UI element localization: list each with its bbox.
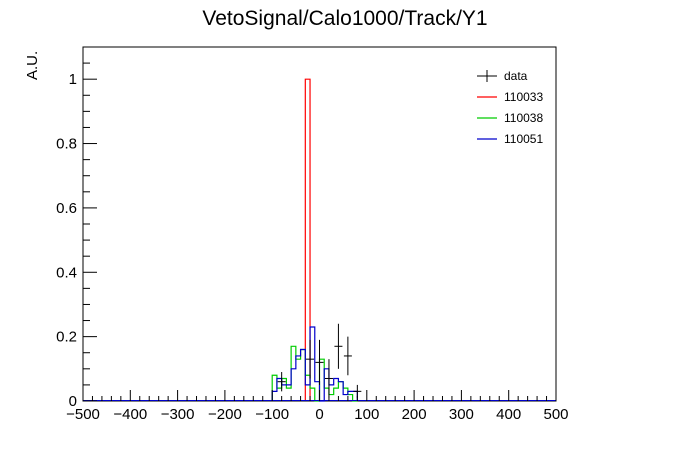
x-tick-label: −200 <box>208 406 242 423</box>
chart-title: VetoSignal/Calo1000/Track/Y1 <box>202 7 487 30</box>
y-tick-label: 0.2 <box>56 329 77 346</box>
x-tick-label: 200 <box>402 406 427 423</box>
y-tick-label: 1 <box>69 71 77 88</box>
x-tick-label: 100 <box>354 406 379 423</box>
legend: data 110033 110038 110051 <box>477 69 543 146</box>
x-tick-label: 0 <box>315 406 323 423</box>
y-tick-label: 0.6 <box>56 200 77 217</box>
histogram-110033 <box>304 78 311 401</box>
x-tick-label: 300 <box>449 406 474 423</box>
y-axis-title: A.U. <box>24 51 41 80</box>
legend-label: 110038 <box>504 111 543 125</box>
y-tick-label: 0 <box>69 393 77 410</box>
x-tick-label: −100 <box>255 406 289 423</box>
data-points-group <box>277 323 362 398</box>
x-axis-ticks: −500 −400 −300 −200 −100 0 100 200 300 400 500 <box>66 390 569 423</box>
x-tick-label: −500 <box>66 406 100 423</box>
y-axis-ticks: 0 0.2 0.4 0.6 0.8 1 <box>56 46 97 410</box>
legend-label: 110033 <box>504 90 543 104</box>
y-tick-label: 0.4 <box>56 264 77 281</box>
y-tick-label: 0.8 <box>56 136 77 153</box>
x-tick-label: −300 <box>161 406 195 423</box>
x-tick-label: −400 <box>113 406 147 423</box>
x-tick-label: 400 <box>496 406 521 423</box>
histogram-110051 <box>271 326 358 402</box>
legend-label: 110051 <box>504 132 543 146</box>
legend-label: data <box>504 69 528 83</box>
x-tick-label: 500 <box>543 406 568 423</box>
